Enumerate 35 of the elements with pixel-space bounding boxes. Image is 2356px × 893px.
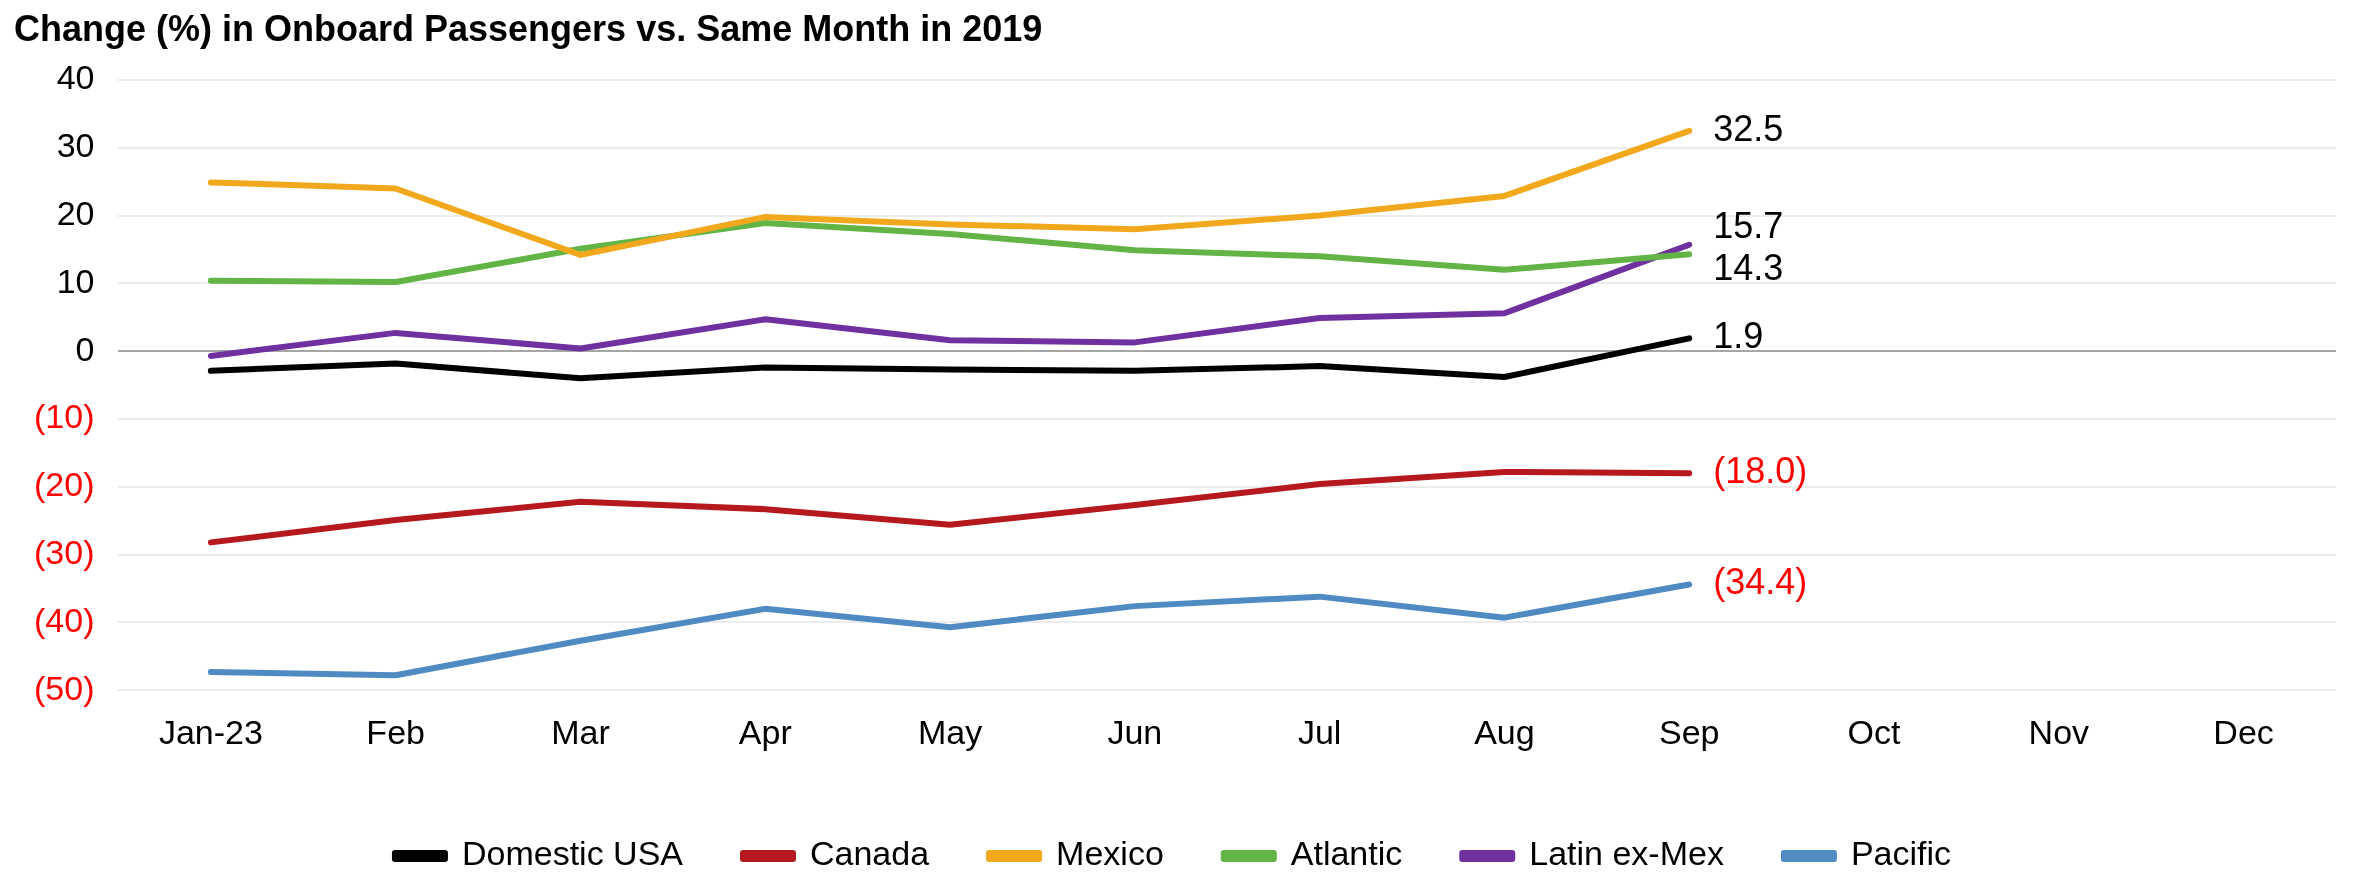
y-tick-label: (10): [33, 397, 95, 436]
x-tick-label: Mar: [551, 712, 610, 751]
legend-label: Mexico: [1056, 834, 1164, 873]
x-tick-label: Jul: [1297, 712, 1342, 751]
chart-title: Change (%) in Onboard Passengers vs. Same Month in 2019: [14, 8, 1043, 50]
y-tick-label: (20): [33, 465, 95, 504]
data-label: 15.7: [1713, 205, 1784, 247]
x-tick-label: Sep: [1658, 712, 1720, 751]
y-tick-label: 0: [75, 329, 95, 368]
x-tick-label: Jun: [1107, 712, 1163, 751]
x-tick-label: Nov: [2028, 712, 2090, 751]
data-label: 32.5: [1713, 107, 1784, 149]
y-tick-label: 30: [56, 126, 95, 165]
y-tick-label: 10: [56, 261, 95, 300]
legend-label: Atlantic: [1290, 834, 1403, 873]
x-tick-label: Dec: [2213, 712, 2274, 751]
x-tick-label: Apr: [738, 712, 792, 751]
legend-label: Canada: [809, 834, 930, 873]
x-tick-label: Oct: [1847, 712, 1902, 751]
y-tick-label: 20: [56, 193, 95, 232]
legend-label: Domestic USA: [461, 834, 684, 873]
legend-label: Latin ex-Mex: [1529, 834, 1724, 873]
y-tick-label: 40: [56, 58, 95, 97]
data-label: 14.3: [1713, 247, 1784, 289]
x-tick-label: Aug: [1474, 712, 1535, 751]
legend-label: Pacific: [1850, 834, 1952, 873]
data-label: (34.4): [1713, 561, 1808, 603]
data-label: 1.9: [1713, 315, 1764, 357]
y-tick-label: (50): [33, 668, 95, 707]
x-tick-label: May: [917, 712, 983, 751]
data-label: (18.0): [1713, 450, 1808, 492]
x-tick-label: Feb: [366, 712, 425, 751]
x-tick-label: Jan-23: [158, 712, 263, 751]
y-tick-label: (40): [33, 600, 95, 639]
y-tick-label: (30): [33, 532, 95, 571]
